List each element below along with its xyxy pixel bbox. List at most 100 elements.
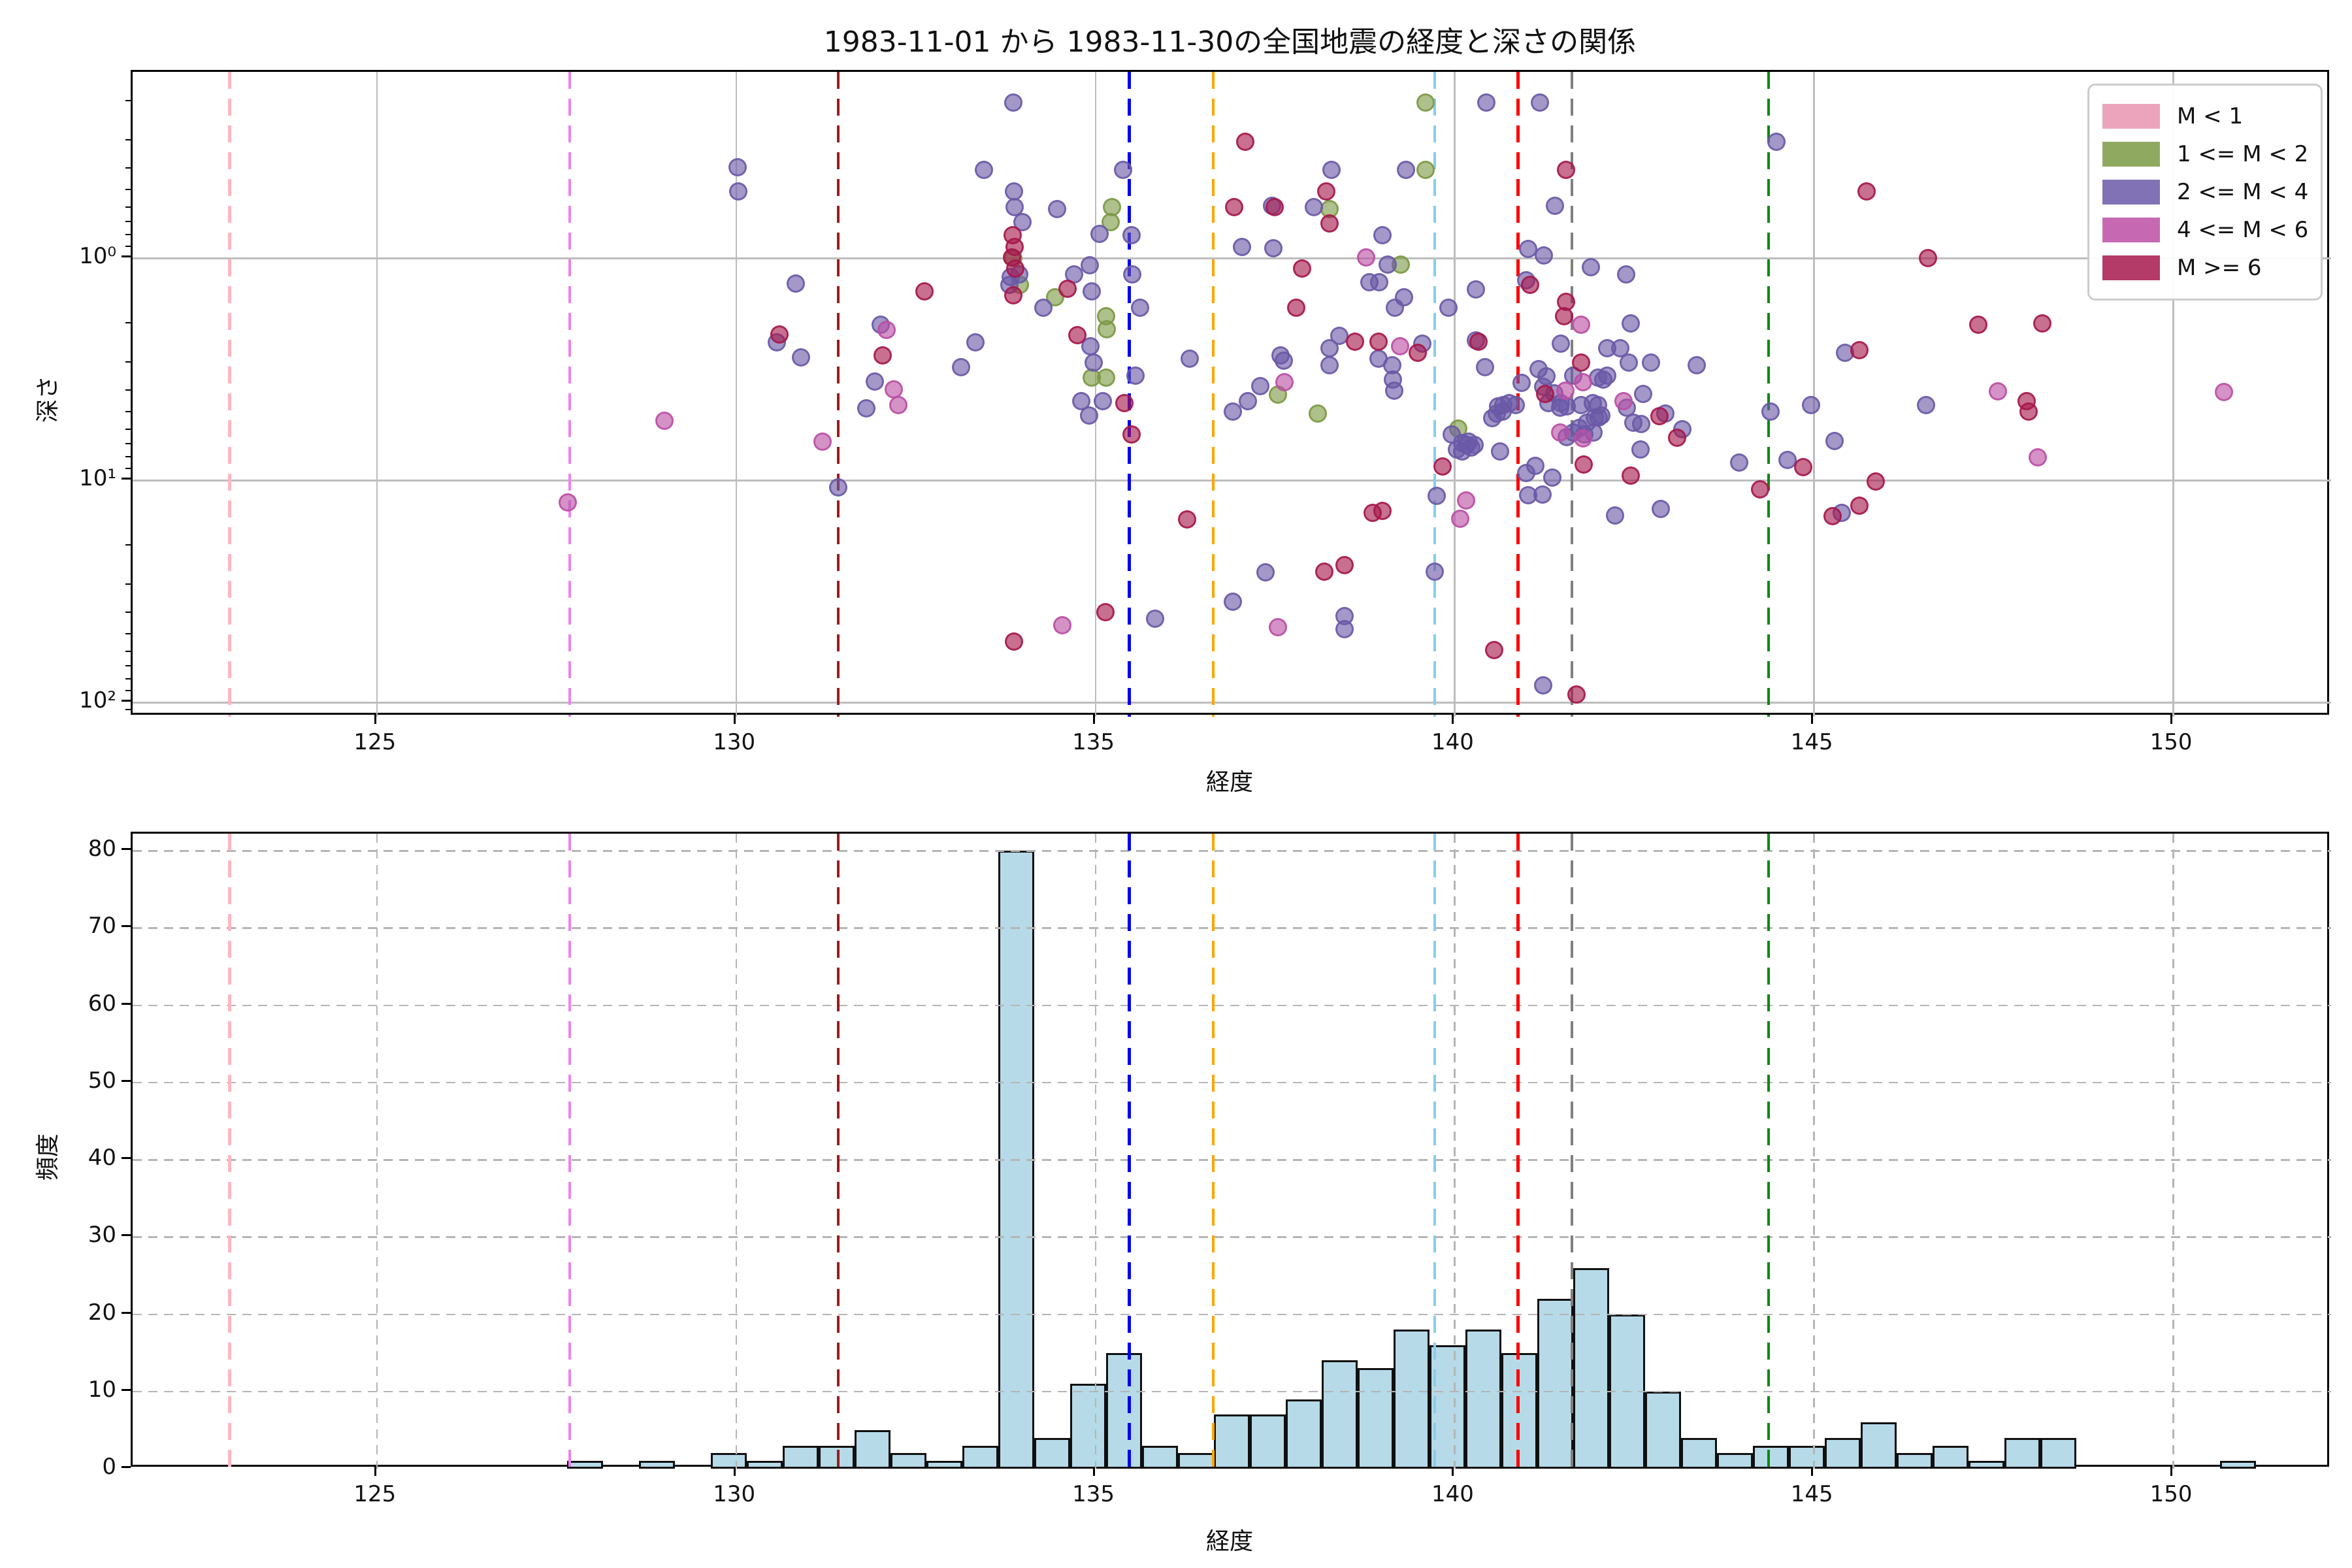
scatter-point <box>1556 381 1575 400</box>
scatter-point <box>559 493 578 512</box>
x-tick-label: 150 <box>2149 729 2193 755</box>
x-tick <box>1092 715 1095 724</box>
y-tick <box>122 700 131 702</box>
scatter-point <box>1005 632 1024 651</box>
scatter-point <box>1668 429 1687 448</box>
hist-bar <box>926 1461 963 1469</box>
scatter-point <box>1004 286 1023 304</box>
reference-line <box>1211 834 1215 1469</box>
reference-line <box>1128 834 1131 1469</box>
y-tick-label: 70 <box>88 913 116 939</box>
scatter-point <box>951 358 970 377</box>
scatter-point <box>1256 563 1275 581</box>
reference-line <box>1433 834 1437 1469</box>
scatter-point <box>1534 246 1553 265</box>
y-tick-label: 50 <box>88 1067 116 1094</box>
scatter-point <box>1969 316 1988 335</box>
scatter-point <box>729 182 748 201</box>
scatter-point <box>1574 429 1593 448</box>
y-tick-label: 60 <box>88 990 116 1017</box>
x-tick-label: 145 <box>1790 1481 1833 1507</box>
reference-line <box>228 72 231 717</box>
y-minor-tick <box>125 389 131 391</box>
x-tick-label: 135 <box>1072 729 1115 755</box>
y-tick <box>122 1234 131 1237</box>
y-tick-label: 10⁰ <box>79 243 116 270</box>
scatter-point <box>1494 402 1512 421</box>
scatter-point <box>1866 472 1885 491</box>
scatter-point <box>1287 298 1306 317</box>
scatter-point <box>1916 396 1935 415</box>
scatter-point <box>1145 609 1164 628</box>
hist-bar <box>1106 1352 1143 1469</box>
gridline-y <box>133 1236 2331 1238</box>
gridline-y <box>133 1159 2331 1161</box>
hist-bar <box>639 1461 676 1469</box>
x-tick <box>1092 1467 1095 1476</box>
x-tick <box>2170 715 2173 724</box>
histogram-plot <box>131 832 2331 1469</box>
y-tick-label: 40 <box>88 1145 116 1171</box>
legend-label: 4 <= M < 6 <box>2177 217 2309 243</box>
scatter-point <box>1416 93 1435 112</box>
hist-bar <box>1968 1461 2004 1469</box>
scatter-point <box>1484 641 1503 660</box>
scatter-plot <box>131 70 2331 717</box>
scatter-point <box>1614 391 1633 410</box>
scatter-point <box>1013 213 1032 232</box>
y-tick <box>122 925 131 928</box>
scatter-point <box>1058 279 1077 298</box>
scatter-point <box>1575 455 1593 474</box>
scatter-point <box>889 396 908 415</box>
scatter-point <box>2033 314 2051 333</box>
scatter-point <box>1080 256 1099 275</box>
scatter-point <box>1178 510 1197 529</box>
scatter-point <box>1309 404 1328 423</box>
x-tick-label: 125 <box>353 1481 397 1507</box>
scatter-point <box>1396 160 1415 179</box>
legend-entry: 4 <= M < 6 <box>2102 211 2308 249</box>
y-tick-label: 10 <box>88 1376 116 1403</box>
hist-bar <box>1285 1399 1322 1469</box>
x-tick-label: 135 <box>1072 1481 1115 1507</box>
reference-line <box>568 72 572 717</box>
reference-line <box>568 834 572 1469</box>
scatter-point <box>1098 319 1117 338</box>
scatter-point <box>1386 298 1405 317</box>
x-tick <box>733 715 736 724</box>
scatter-point <box>1238 391 1257 410</box>
scatter-point <box>1857 182 1876 201</box>
hist-bar <box>711 1453 747 1469</box>
hist-bar <box>1573 1267 1609 1469</box>
scatter-point <box>1093 392 1112 411</box>
legend-swatch <box>2102 142 2160 167</box>
scatter-point <box>1316 182 1335 201</box>
x-tick <box>374 715 376 724</box>
scatter-point <box>1266 198 1284 217</box>
reference-line <box>1516 834 1520 1469</box>
y-tick <box>122 1388 131 1391</box>
scatter-point <box>1767 133 1786 152</box>
hist-bar <box>855 1429 891 1469</box>
scatter-point <box>1477 93 1495 112</box>
scatter-point <box>1590 408 1609 427</box>
y-minor-tick <box>125 544 131 546</box>
scatter-point <box>1274 351 1293 370</box>
hist-bar <box>1680 1437 1717 1469</box>
scatter-point <box>1531 93 1550 112</box>
scatter-point <box>1619 353 1638 372</box>
gridline-y <box>133 480 2331 482</box>
scatter-point <box>1224 198 1243 217</box>
legend-swatch <box>2102 255 2160 280</box>
scatter-point <box>1433 457 1452 476</box>
gridline-y <box>133 702 2331 704</box>
hist-bar <box>1824 1437 1861 1469</box>
scatter-point <box>1004 93 1023 112</box>
gridline-y <box>133 1390 2331 1393</box>
scatter-point <box>1122 265 1141 284</box>
y-minor-tick <box>125 456 131 458</box>
y-minor-tick <box>125 221 131 223</box>
scatter-point <box>1451 509 1470 528</box>
scatter-point <box>1251 377 1270 396</box>
